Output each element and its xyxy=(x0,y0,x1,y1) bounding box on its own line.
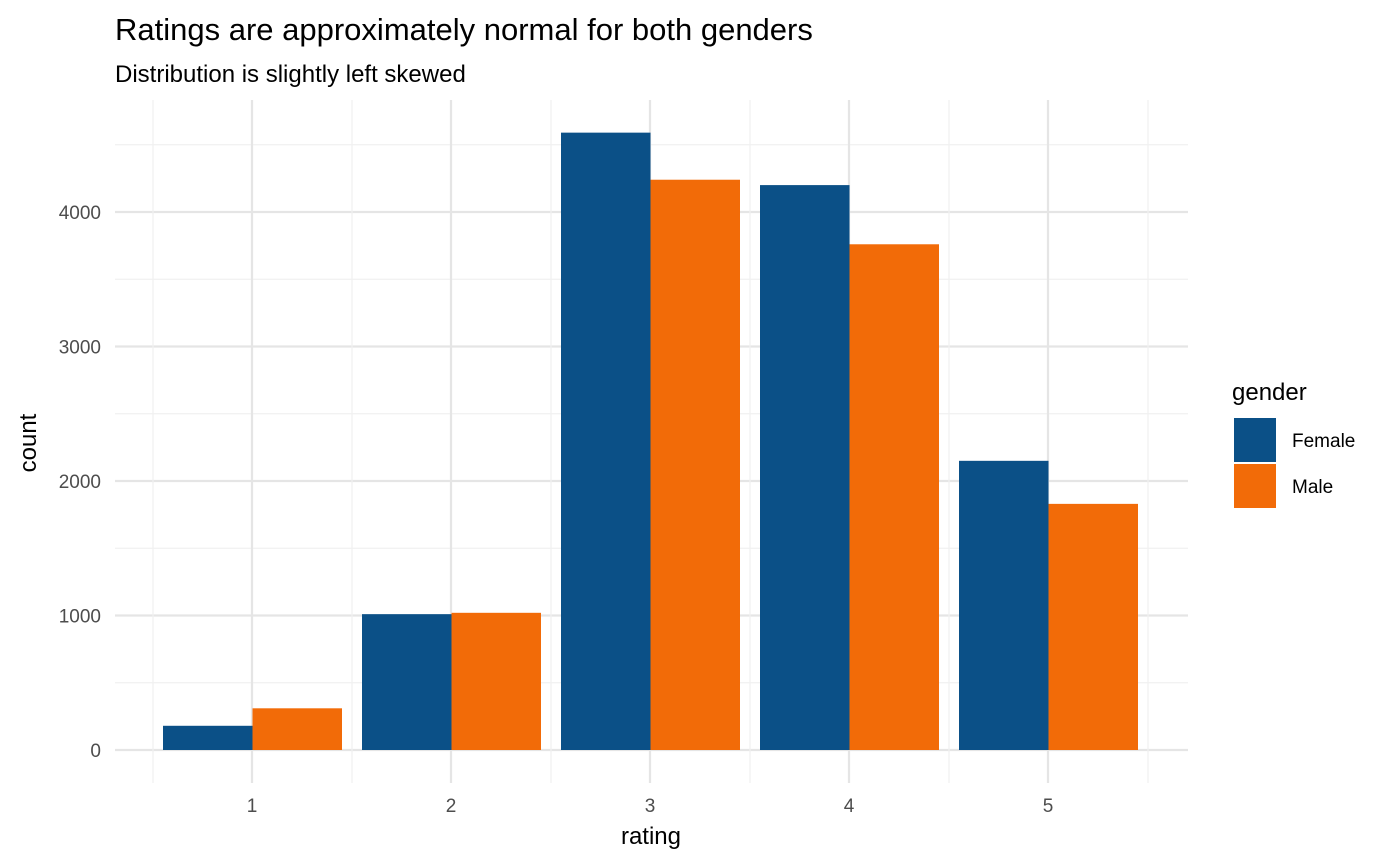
bar-male-rating-3 xyxy=(650,179,740,751)
chart-title: Ratings are approximately normal for bot… xyxy=(115,12,813,47)
y-axis-title: count xyxy=(15,413,42,472)
y-tick-label: 0 xyxy=(90,741,101,762)
y-tick-label: 2000 xyxy=(59,472,101,493)
bars-layer xyxy=(163,132,1138,751)
legend-key-male xyxy=(1234,464,1276,508)
bar-female-rating-3 xyxy=(561,132,651,750)
bar-female-rating-1 xyxy=(163,725,253,750)
bar-male-rating-5 xyxy=(1048,503,1138,750)
legend-label-male: Male xyxy=(1292,477,1333,498)
x-tick-label: 1 xyxy=(247,796,258,817)
y-tick-label: 1000 xyxy=(59,607,101,628)
legend-title: gender xyxy=(1232,379,1307,406)
legend-label-female: Female xyxy=(1292,431,1355,452)
y-tick-label: 4000 xyxy=(59,203,101,224)
x-tick-label: 4 xyxy=(844,796,855,817)
chart-subtitle: Distribution is slightly left skewed xyxy=(115,61,466,88)
bar-male-rating-4 xyxy=(849,244,939,750)
legend-key-female xyxy=(1234,418,1276,462)
bar-male-rating-2 xyxy=(451,612,541,750)
axis-layer: 0 1000 2000 3000 4000 1 2 3 4 5 xyxy=(59,203,1054,817)
x-tick-label: 3 xyxy=(645,796,656,817)
y-tick-label: 3000 xyxy=(59,338,101,359)
legend: gender Female Male xyxy=(1232,379,1355,508)
bar-female-rating-4 xyxy=(760,185,850,751)
bar-female-rating-5 xyxy=(959,460,1049,750)
bar-male-rating-1 xyxy=(252,708,342,750)
x-axis-title: rating xyxy=(621,823,681,850)
bar-female-rating-2 xyxy=(362,614,452,750)
x-tick-label: 2 xyxy=(446,796,457,817)
legend-items: Female Male xyxy=(1234,418,1355,508)
x-tick-label: 5 xyxy=(1043,796,1054,817)
